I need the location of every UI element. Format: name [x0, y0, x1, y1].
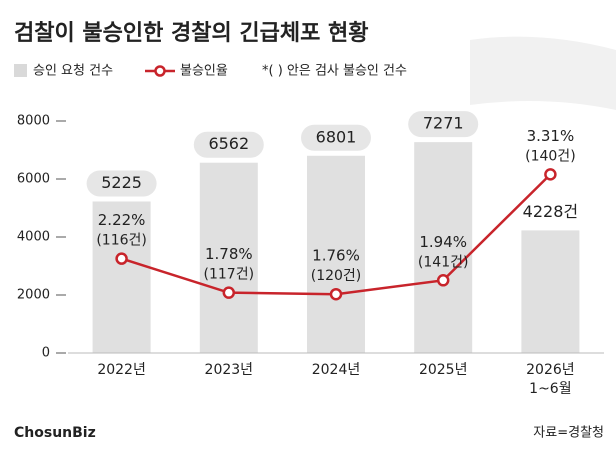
count-label: (116건) — [96, 233, 147, 249]
logo: ChosunBiz — [14, 425, 96, 441]
rate-marker — [222, 286, 236, 299]
rate-label: 2.22% — [98, 211, 146, 229]
bar — [521, 230, 580, 353]
bar — [307, 155, 365, 353]
value-label: 4228건 — [523, 202, 578, 221]
count-label: (120건) — [311, 268, 362, 284]
x-tick-line: 2024년 — [312, 362, 361, 378]
count-label: (141건) — [418, 254, 469, 270]
y-tick-label: 6000 — [17, 172, 50, 187]
rate-label: 1.78% — [205, 245, 253, 263]
rate-marker — [329, 287, 343, 301]
legend-note: *( ) 안은 검사 불승인 건수 — [262, 64, 407, 79]
y-tick-label: 4000 — [17, 230, 50, 245]
watermark-flag — [470, 36, 616, 110]
x-tick-label: 2022년 — [97, 362, 146, 378]
bar — [92, 201, 151, 353]
value-label: 7271 — [423, 114, 464, 133]
value-bubble — [193, 131, 264, 158]
count-label: (117건) — [204, 267, 255, 283]
bar — [414, 142, 473, 353]
y-tick-label: 2000 — [17, 288, 50, 303]
value-bubble — [408, 111, 479, 138]
x-tick-line: 2025년 — [419, 362, 468, 378]
x-tick-label: 2023년 — [205, 362, 254, 378]
rate-marker — [115, 252, 128, 265]
rate-marker — [544, 168, 557, 181]
rate-label: 1.94% — [419, 233, 467, 251]
legend-label: 승인 요청 건수 — [33, 64, 113, 79]
x-tick-line: 2023년 — [205, 362, 254, 378]
x-tick-label: 2025년 — [419, 362, 468, 378]
x-tick-line: 2022년 — [97, 362, 146, 378]
count-label: (140건) — [525, 148, 576, 164]
rate-label: 3.31% — [527, 127, 575, 145]
rate-marker — [436, 274, 450, 287]
y-tick-label: 0 — [42, 346, 50, 361]
value-label: 5225 — [101, 173, 142, 192]
value-bubble — [301, 124, 371, 151]
bar — [199, 162, 258, 353]
x-tick-label: 2024년 — [312, 362, 361, 378]
legend-swatch — [14, 64, 27, 77]
value-label: 6801 — [316, 127, 357, 146]
x-tick-line: 1~6월 — [529, 381, 571, 397]
legend-marker — [154, 65, 166, 77]
rate-label: 1.76% — [312, 247, 360, 265]
legend-label: 불승인율 — [180, 64, 228, 79]
x-tick-label: 2026년 1~6월 — [526, 362, 575, 397]
value-bubble — [86, 170, 157, 197]
source: 자료=경찰청 — [533, 426, 604, 441]
chart-title: 검찰이 불승인한 경찰의 긴급체포 현황 — [14, 21, 368, 46]
value-label: 6562 — [208, 134, 249, 153]
x-tick-line: 2026년 — [526, 362, 575, 378]
y-tick-label: 8000 — [17, 114, 50, 129]
